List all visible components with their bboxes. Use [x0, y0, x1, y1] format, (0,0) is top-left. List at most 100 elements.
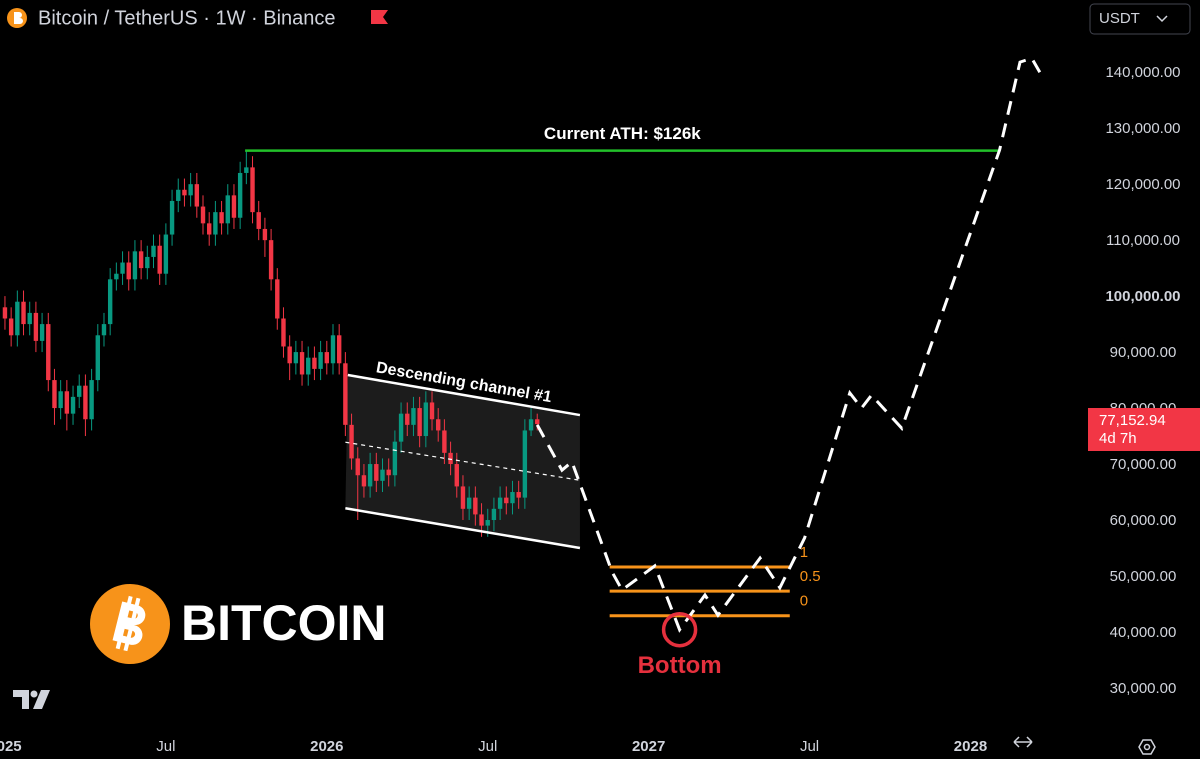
candle-body: [522, 430, 528, 498]
candle-body: [405, 413, 410, 425]
candle-body: [256, 212, 261, 229]
candle-body: [2, 307, 8, 319]
tradingview-logo: [13, 690, 50, 709]
candle-body: [318, 352, 323, 369]
bottom-marker: [661, 611, 698, 648]
candle-body: [200, 206, 206, 224]
candle-body: [473, 497, 478, 515]
candle-body: [349, 424, 354, 459]
candle-body: [343, 363, 348, 425]
candle-body: [114, 273, 119, 280]
candle-body: [83, 385, 88, 420]
candle-body: [70, 396, 76, 414]
candle-body: [281, 318, 286, 347]
channel-line: [345, 507, 581, 550]
price-tag-value: 77,152.94: [1099, 412, 1166, 429]
candle-body: [169, 200, 175, 235]
candle-body: [194, 184, 200, 207]
price-tag-countdown: 4d 7h: [1099, 430, 1137, 447]
candle-body: [417, 408, 422, 437]
candle-body: [336, 335, 342, 364]
candle-body: [299, 352, 305, 375]
candle-body: [225, 195, 230, 224]
candle-body: [535, 419, 540, 425]
candle-body: [380, 469, 385, 481]
candle-body: [207, 223, 212, 235]
candle-body: [120, 262, 125, 274]
candle-body: [306, 357, 311, 375]
candle-body: [163, 234, 169, 274]
y-tick-label: 60,000.00: [1110, 512, 1177, 529]
candle-body: [52, 380, 57, 409]
x-tick-label: 2028: [954, 738, 987, 755]
candle-body: [374, 464, 379, 481]
candle-body: [126, 262, 131, 280]
y-tick-label: 120,000.00: [1105, 176, 1180, 193]
candle-body: [411, 408, 416, 425]
dropdown-chevron[interactable]: [1156, 15, 1168, 23]
candle-body: [497, 497, 503, 509]
y-tick-label: 110,000.00: [1106, 232, 1180, 249]
y-tick-label: 140,000.00: [1105, 64, 1180, 81]
candle-body: [39, 324, 45, 341]
y-tick-label: 90,000.00: [1110, 344, 1177, 361]
candle-body: [151, 245, 156, 257]
candle-body: [367, 464, 373, 487]
x-tick-label: 2025: [0, 738, 22, 755]
candle-body: [138, 251, 144, 269]
candle-body: [460, 486, 466, 509]
candle-body: [157, 245, 162, 274]
candle-body: [8, 318, 14, 336]
flag-icon[interactable]: [371, 10, 388, 24]
candle-body: [250, 167, 255, 213]
candle-body: [466, 497, 472, 509]
scroll-icon[interactable]: [1013, 736, 1033, 748]
candle-body: [392, 441, 398, 476]
bitcoin-glyph-bar: [123, 597, 141, 652]
candle-body: [330, 335, 336, 364]
candle-body: [58, 391, 63, 409]
y-tick-label: 40,000.00: [1110, 624, 1177, 641]
candle-body: [101, 324, 107, 336]
candle-body: [95, 335, 100, 381]
candle-body: [237, 172, 243, 218]
ath-label: Current ATH: $126k: [544, 124, 701, 143]
settings-icon-center[interactable]: [1143, 743, 1151, 751]
candle-body: [188, 184, 193, 196]
price-tag: [1088, 408, 1200, 452]
candle-body: [89, 380, 94, 420]
currency-label[interactable]: USDT: [1099, 10, 1140, 27]
candle-body: [64, 391, 70, 414]
candle-body: [268, 240, 274, 280]
y-tick-label: 70,000.00: [1110, 456, 1177, 473]
candle-body: [145, 256, 150, 269]
fib-level-label: 1: [800, 544, 808, 561]
x-tick-label: 2026: [310, 738, 343, 755]
candle-body: [77, 385, 82, 397]
bottom-label: Bottom: [638, 652, 722, 679]
candle-body: [361, 475, 367, 487]
candle-body: [510, 492, 515, 504]
candle-body: [15, 301, 20, 336]
candle-body: [324, 352, 329, 364]
y-tick-label: 50,000.00: [1110, 568, 1177, 585]
fib-level-label: 0.5: [800, 568, 821, 585]
candle-body: [485, 520, 490, 526]
fib-level-label: 0: [800, 593, 808, 610]
candle-body: [231, 195, 237, 218]
currency-dropdown[interactable]: [1089, 3, 1191, 35]
candle-body: [528, 419, 534, 431]
x-tick-label: Jul: [800, 738, 819, 755]
candle-body: [436, 419, 441, 431]
candle-body: [355, 458, 360, 476]
settings-icon[interactable]: [1138, 739, 1156, 755]
y-tick-label: 30,000.00: [1110, 680, 1177, 697]
candle-body: [287, 346, 292, 364]
candle-body: [176, 189, 181, 201]
bitcoin-glyph-bar: [115, 595, 133, 650]
x-tick-label: 2027: [632, 738, 665, 755]
candle-body: [398, 413, 404, 442]
candle-body: [454, 464, 459, 487]
